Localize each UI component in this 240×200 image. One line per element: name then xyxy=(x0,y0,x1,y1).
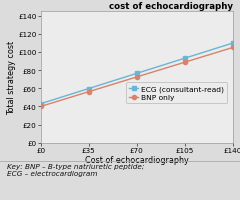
BNP only xyxy=(183,62,186,64)
X-axis label: Cost of echocardiography: Cost of echocardiography xyxy=(85,155,189,164)
Text: Sensitivity analysis on
cost of echocardiography: Sensitivity analysis on cost of echocard… xyxy=(109,0,233,11)
Text: Key: BNP – B-type natriuretic peptide;
ECG – electrocardiogram: Key: BNP – B-type natriuretic peptide; E… xyxy=(7,163,144,176)
Line: BNP only: BNP only xyxy=(39,46,235,109)
BNP only xyxy=(39,106,42,108)
Legend: ECG (consultant-read), BNP only: ECG (consultant-read), BNP only xyxy=(126,83,228,104)
BNP only xyxy=(135,76,138,79)
BNP only xyxy=(87,91,90,93)
ECG (consultant-read) xyxy=(87,88,90,90)
BNP only xyxy=(231,47,234,49)
ECG (consultant-read) xyxy=(183,58,186,60)
ECG (consultant-read) xyxy=(135,73,138,75)
ECG (consultant-read) xyxy=(231,43,234,45)
Line: ECG (consultant-read): ECG (consultant-read) xyxy=(39,42,235,106)
ECG (consultant-read) xyxy=(39,103,42,105)
Y-axis label: Total strategy cost: Total strategy cost xyxy=(7,41,16,114)
